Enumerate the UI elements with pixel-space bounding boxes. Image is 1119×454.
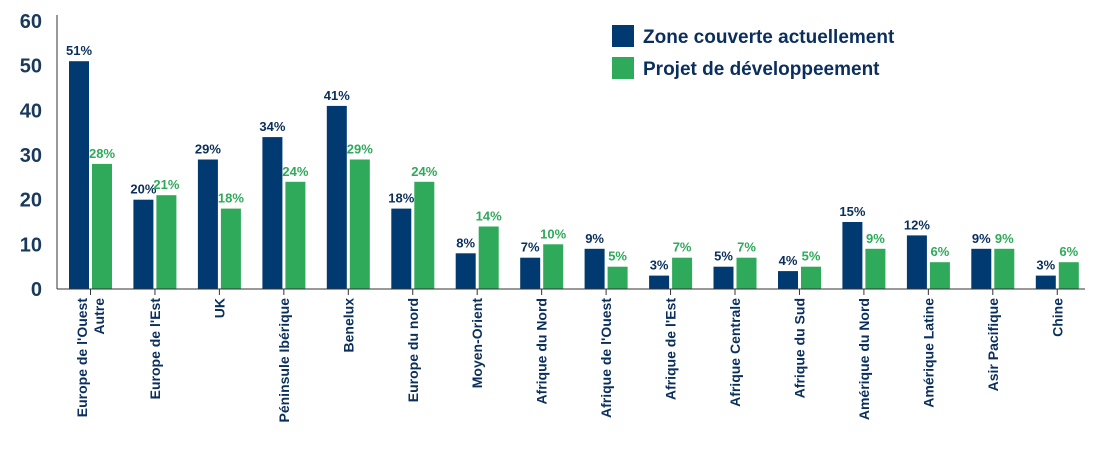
data-label: 5%: [608, 249, 627, 264]
bar-series-1: [713, 266, 734, 289]
data-label: 18%: [388, 191, 414, 206]
legend-label: Zone couverte actuellement: [643, 27, 895, 48]
x-tick-label: Asir Pacifique: [985, 298, 1001, 392]
bar-series-2: [672, 257, 693, 289]
x-tick-label: Benelux: [340, 298, 356, 353]
data-label: 6%: [1059, 244, 1078, 259]
bar-series-2: [865, 248, 886, 289]
data-label: 5%: [802, 249, 821, 264]
y-tick-label: 10: [20, 234, 42, 256]
bar-series-2: [478, 226, 499, 289]
data-label: 20%: [130, 182, 156, 197]
bar-series-2: [736, 257, 757, 289]
data-label: 6%: [931, 244, 950, 259]
data-label: 5%: [714, 249, 733, 264]
bar-series-2: [543, 244, 564, 289]
data-label: 7%: [673, 240, 692, 255]
bar-series-2: [607, 266, 628, 289]
bar-series-1: [520, 257, 541, 289]
data-label: 24%: [282, 164, 308, 179]
bar-series-1: [778, 271, 798, 289]
data-label: 10%: [540, 226, 566, 241]
x-axis: Europe de l'Ouest Autre Europe de l'Est UK P…: [57, 288, 1085, 423]
data-label: 9%: [585, 231, 604, 246]
x-tick-label: Autre: [91, 298, 107, 335]
x-tick-label: Europe de l'Ouest: [74, 298, 90, 418]
y-tick-label: 50: [20, 56, 42, 78]
data-label: 21%: [153, 177, 179, 192]
data-label: 18%: [218, 191, 244, 206]
bar-series-1: [455, 253, 476, 289]
x-tick-label: Afrique Centrale: [727, 298, 743, 407]
bar-series-1: [906, 235, 927, 289]
data-label: 41%: [324, 88, 350, 103]
bar-series-1: [842, 222, 863, 289]
bar-series-1: [391, 208, 412, 289]
data-label: 15%: [839, 204, 865, 219]
data-label: 3%: [1036, 258, 1055, 273]
data-label: 28%: [89, 146, 115, 161]
data-label: 7%: [521, 240, 540, 255]
data-label: 3%: [650, 258, 669, 273]
x-tick-label: Chine: [1049, 298, 1065, 337]
data-label: 12%: [904, 217, 930, 232]
data-label: 8%: [456, 235, 475, 250]
x-tick-label: Péninsule Ibérique: [276, 298, 292, 423]
bar-series-2: [92, 163, 112, 289]
x-tick-label: Afrique du Sud: [792, 298, 808, 398]
bar-series-1: [69, 61, 89, 290]
x-tick-label: UK: [211, 298, 227, 318]
x-tick-label: Amérique du Nord: [856, 298, 872, 420]
bar-series-2: [156, 195, 177, 289]
bar-series-2: [285, 181, 306, 289]
bar-series-1: [133, 199, 154, 289]
data-label: 51%: [66, 43, 92, 58]
legend-label: Projet de développeement: [643, 59, 880, 80]
x-tick-label: Afrique de l'Ouest: [598, 298, 614, 418]
bar-series-1: [326, 105, 347, 290]
bar-series-2: [929, 262, 950, 289]
data-label: 14%: [476, 209, 502, 224]
bar-series-1: [1035, 275, 1056, 289]
data-labels: 51% 20% 29% 34% 41% 18% 8% 7% 9% 3% 5% 4% 15% 12% 9% 3%…: [66, 43, 1079, 272]
bar-series-2: [994, 248, 1015, 289]
x-tick-label: Moyen-Orient: [469, 298, 485, 389]
data-label: 34%: [259, 119, 285, 134]
y-tick-label: 0: [31, 279, 42, 301]
y-tick-label: 60: [20, 11, 42, 33]
bar-series-1: [197, 159, 218, 289]
bar-series-2: [349, 159, 370, 289]
data-label: 7%: [737, 240, 756, 255]
x-tick-label: Europe du nord: [405, 298, 421, 402]
x-tick-label: Amérique Latine: [920, 298, 936, 408]
bar-series-1: [584, 248, 605, 289]
x-tick-label: Europe de l'Est: [147, 298, 163, 400]
y-tick-label: 30: [20, 145, 42, 167]
data-label: 29%: [347, 142, 373, 157]
y-axis: 0 10 20 30 40 50 60: [20, 11, 58, 301]
legend: Zone couverte actuellement Projet de déve…: [612, 25, 895, 80]
bar-series-2: [220, 208, 241, 289]
bar-series-2: [1058, 262, 1079, 289]
bar-series-1: [971, 248, 992, 289]
data-label: 9%: [972, 231, 991, 246]
x-tick-label: Afrique du Nord: [534, 298, 550, 405]
data-label: 29%: [195, 142, 221, 157]
x-tick-label: Afrique de l'Est: [663, 298, 679, 400]
bar-series-1: [649, 275, 670, 289]
data-label: 24%: [411, 164, 437, 179]
bars: [69, 61, 1079, 290]
bar-series-1: [262, 137, 283, 289]
y-tick-label: 20: [20, 190, 42, 212]
bar-series-2: [414, 181, 435, 289]
y-tick-label: 40: [20, 100, 42, 122]
legend-swatch: [612, 57, 634, 79]
legend-swatch: [612, 25, 634, 47]
data-label: 9%: [995, 231, 1014, 246]
data-label: 4%: [779, 253, 798, 268]
data-label: 9%: [866, 231, 885, 246]
bar-series-2: [801, 266, 821, 289]
